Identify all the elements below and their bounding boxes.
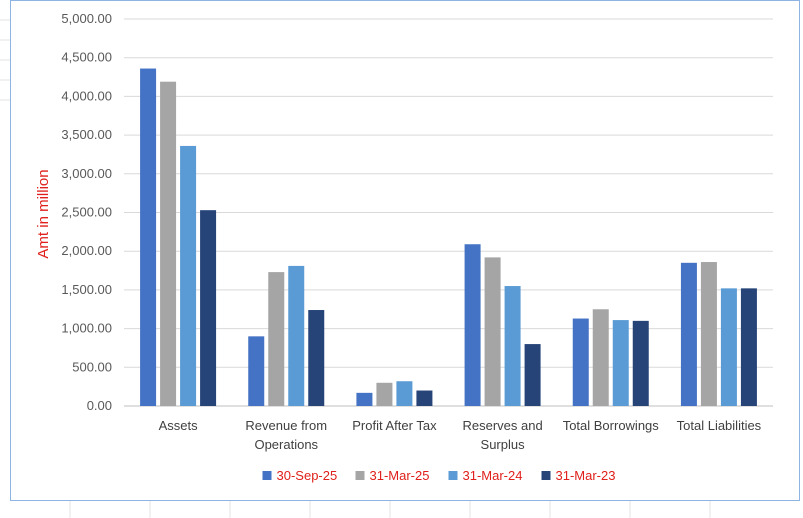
x-tick-label: Total Liabilities (677, 418, 762, 433)
legend-label: 31-Mar-25 (370, 468, 430, 483)
bar-31-Mar-23-profit-after-tax[interactable] (416, 390, 433, 406)
legend-swatch (448, 471, 458, 480)
legend-swatch (262, 471, 272, 480)
legend-swatch (541, 471, 551, 480)
bar-31-Mar-24-revenue-from-operations[interactable] (288, 265, 305, 406)
bar-31-Mar-23-reserves-and-surplus[interactable] (524, 344, 541, 406)
bar-30-Sep-25-profit-after-tax[interactable] (356, 392, 373, 406)
y-tick-label: 0.00 (87, 398, 112, 413)
x-tick-label: Revenue from Operations (245, 418, 327, 452)
bar-31-Mar-25-revenue-from-operations[interactable] (268, 272, 285, 406)
chart-area[interactable]: Amt in million 0.00 500.00 1,000.00 1,500.0… (10, 0, 800, 501)
bar-31-Mar-24-profit-after-tax[interactable] (396, 381, 413, 406)
x-tick-label: Profit After Tax (352, 418, 437, 433)
bar-31-Mar-23-total-liabilities[interactable] (740, 288, 757, 406)
x-tick-label: Total Borrowings (563, 418, 660, 433)
legend-label: 31-Mar-24 (463, 468, 523, 483)
bar-31-Mar-23-total-borrowings[interactable] (632, 320, 649, 406)
bar-30-Sep-25-reserves-and-surplus[interactable] (464, 244, 481, 406)
bar-31-Mar-24-assets[interactable] (180, 145, 197, 406)
legend-label: 31-Mar-23 (556, 468, 616, 483)
y-tick-label: 4,000.00 (61, 88, 112, 103)
bar-31-Mar-25-total-borrowings[interactable] (592, 309, 609, 406)
y-tick-label: 500.00 (72, 359, 112, 374)
bar-31-Mar-25-total-liabilities[interactable] (700, 262, 717, 406)
bar-31-Mar-25-profit-after-tax[interactable] (376, 382, 393, 406)
legend-item-31-Mar-23[interactable]: 31-Mar-23 (541, 468, 616, 483)
bar-31-Mar-24-reserves-and-surplus[interactable] (504, 286, 521, 406)
bar-30-Sep-25-total-borrowings[interactable] (572, 318, 589, 406)
bar-31-Mar-24-total-borrowings[interactable] (612, 320, 629, 406)
y-tick-label: 1,500.00 (61, 282, 112, 297)
x-tick-label: Reserves and Surplus (462, 418, 542, 452)
legend-item-30-Sep-25[interactable]: 30-Sep-25 (262, 468, 338, 483)
bar-31-Mar-25-assets[interactable] (160, 81, 177, 406)
x-tick-label: Assets (159, 418, 199, 433)
y-tick-label: 2,000.00 (61, 243, 112, 258)
bar-31-Mar-23-revenue-from-operations[interactable] (308, 310, 325, 406)
legend[interactable]: 30-Sep-25 31-Mar-25 31-Mar-24 31-Mar-23 (262, 468, 616, 483)
y-tick-label: 1,000.00 (61, 321, 112, 336)
bar-30-Sep-25-revenue-from-operations[interactable] (248, 336, 265, 406)
y-axis-label: Amt in million (35, 169, 52, 258)
legend-swatch (355, 471, 365, 480)
y-tick-label: 2,500.00 (61, 205, 112, 220)
bar-30-Sep-25-assets[interactable] (140, 68, 157, 406)
bar-chart: Amt in million 0.00 500.00 1,000.00 1,500.0… (35, 11, 773, 483)
y-tick-label: 3,000.00 (61, 166, 112, 181)
legend-item-31-Mar-24[interactable]: 31-Mar-24 (448, 468, 523, 483)
y-tick-label: 3,500.00 (61, 127, 112, 142)
y-tick-label: 4,500.00 (61, 50, 112, 65)
y-tick-label: 5,000.00 (61, 11, 112, 26)
legend-label: 30-Sep-25 (277, 468, 338, 483)
x-axis-ticks: Assets Revenue from Operations Profit After… (159, 418, 762, 452)
bar-31-Mar-23-assets[interactable] (200, 210, 217, 406)
bar-30-Sep-25-total-liabilities[interactable] (680, 262, 697, 406)
bars (140, 68, 757, 406)
gridlines (124, 18, 773, 407)
bar-31-Mar-25-reserves-and-surplus[interactable] (484, 257, 501, 406)
bar-31-Mar-24-total-liabilities[interactable] (720, 288, 737, 406)
legend-item-31-Mar-25[interactable]: 31-Mar-25 (355, 468, 430, 483)
y-axis-ticks: 0.00 500.00 1,000.00 1,500.00 2,000.00 2,500.… (61, 11, 112, 413)
